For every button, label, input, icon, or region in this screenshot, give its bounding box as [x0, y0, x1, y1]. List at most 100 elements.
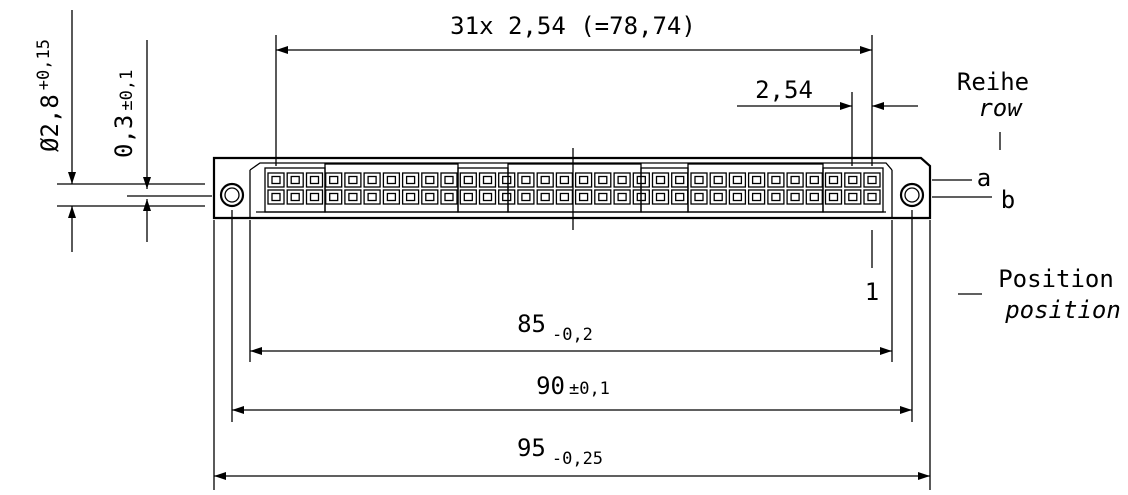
contact-cell — [574, 172, 593, 188]
offset-label: 0,3±0,1 — [110, 70, 138, 158]
contact-pin — [617, 175, 627, 185]
contact-cell — [594, 172, 612, 188]
contact-pin — [367, 175, 377, 185]
contact-pin — [444, 192, 454, 202]
contact-grid — [267, 172, 881, 205]
contact-cell — [671, 172, 689, 188]
contact-cell — [478, 189, 497, 205]
contact-pin — [636, 175, 646, 185]
contact-cell — [536, 172, 554, 188]
contact-pin — [482, 175, 493, 185]
contact-cell — [844, 189, 862, 205]
contact-pin — [405, 192, 416, 202]
offset-dimension: 0,3±0,1 — [110, 40, 212, 242]
contact-cell — [786, 189, 804, 205]
contact-pin — [463, 175, 473, 185]
contact-cell — [325, 172, 343, 188]
contact-cell — [824, 172, 843, 188]
contact-pin — [348, 192, 358, 202]
position-legend: 1 Position position — [865, 230, 1121, 324]
contact-cell — [613, 189, 631, 205]
contact-cell — [286, 172, 304, 188]
pitch-total-dimension: 31x 2,54 (=78,74) — [275, 12, 873, 166]
contact-pin — [771, 192, 781, 202]
contact-cell — [440, 189, 458, 205]
contact-cell — [498, 172, 516, 188]
hole-diameter-label: Ø2,8+0,15 — [34, 39, 64, 152]
contact-cell — [747, 172, 766, 188]
contact-cell — [728, 189, 747, 205]
contact-cell — [344, 189, 362, 205]
contact-cell — [286, 189, 304, 205]
position-1-label: 1 — [865, 278, 879, 306]
contact-cell — [844, 172, 862, 188]
contact-pin — [290, 175, 300, 185]
contact-pin — [694, 192, 704, 202]
contact-cell — [824, 189, 843, 205]
contact-blocks — [264, 163, 884, 213]
contact-pin — [655, 175, 666, 185]
contact-pin — [540, 192, 550, 202]
contact-cell — [747, 189, 766, 205]
contact-pin — [540, 175, 550, 185]
contact-pin — [867, 192, 877, 202]
length-85-label: 85 -0,2 — [517, 310, 593, 345]
contact-pin — [790, 192, 800, 202]
length-85-dimension: 85 -0,2 — [249, 220, 893, 362]
contact-pin — [694, 175, 704, 185]
contact-cell — [671, 189, 689, 205]
contact-pin — [655, 192, 666, 202]
contact-pin — [521, 192, 531, 202]
contact-cell — [363, 172, 381, 188]
contact-pin — [732, 175, 743, 185]
contact-cell — [267, 189, 285, 205]
contact-pin — [848, 175, 858, 185]
contact-cell — [498, 189, 516, 205]
contact-pin — [713, 175, 723, 185]
contact-pin — [521, 175, 531, 185]
contact-cell — [805, 172, 823, 188]
mounting-hole-left — [219, 182, 245, 208]
contact-cell — [690, 189, 708, 205]
contact-pin — [828, 192, 839, 202]
contact-pin — [386, 175, 397, 185]
length-95-label: 95 -0,25 — [517, 434, 603, 469]
contact-cell — [401, 189, 420, 205]
contact-pin — [578, 192, 589, 202]
contact-pin — [309, 175, 320, 185]
contact-pin — [617, 192, 627, 202]
contact-pin — [675, 175, 685, 185]
pitch-label: 2,54 — [755, 76, 813, 104]
contact-pin — [790, 175, 800, 185]
contact-cell — [459, 189, 477, 205]
contact-pin — [271, 175, 281, 185]
contact-cell — [651, 172, 670, 188]
contact-cell — [267, 172, 285, 188]
contact-pin — [809, 192, 819, 202]
contact-cell — [440, 172, 458, 188]
contact-pin — [329, 175, 339, 185]
contact-pin — [751, 192, 762, 202]
contact-pin — [559, 192, 570, 202]
row-b-label: b — [1001, 186, 1015, 214]
contact-cell — [805, 189, 823, 205]
position-label-de: Position — [998, 265, 1114, 293]
contact-pin — [425, 192, 435, 202]
contact-pin — [751, 175, 762, 185]
contact-cell — [305, 189, 324, 205]
contact-pin — [598, 175, 608, 185]
contact-pin — [809, 175, 819, 185]
hole-diameter-dimension: Ø2,8+0,15 — [34, 10, 205, 252]
contact-cell — [459, 172, 477, 188]
row-a-label: a — [977, 164, 991, 192]
contact-pin — [598, 192, 608, 202]
contact-pin — [867, 175, 877, 185]
contact-cell — [863, 172, 881, 188]
row-label-en: row — [978, 94, 1023, 122]
contact-pin — [636, 192, 646, 202]
contact-cell — [632, 189, 650, 205]
contact-pin — [828, 175, 839, 185]
contact-cell — [767, 189, 785, 205]
contact-pin — [271, 192, 281, 202]
